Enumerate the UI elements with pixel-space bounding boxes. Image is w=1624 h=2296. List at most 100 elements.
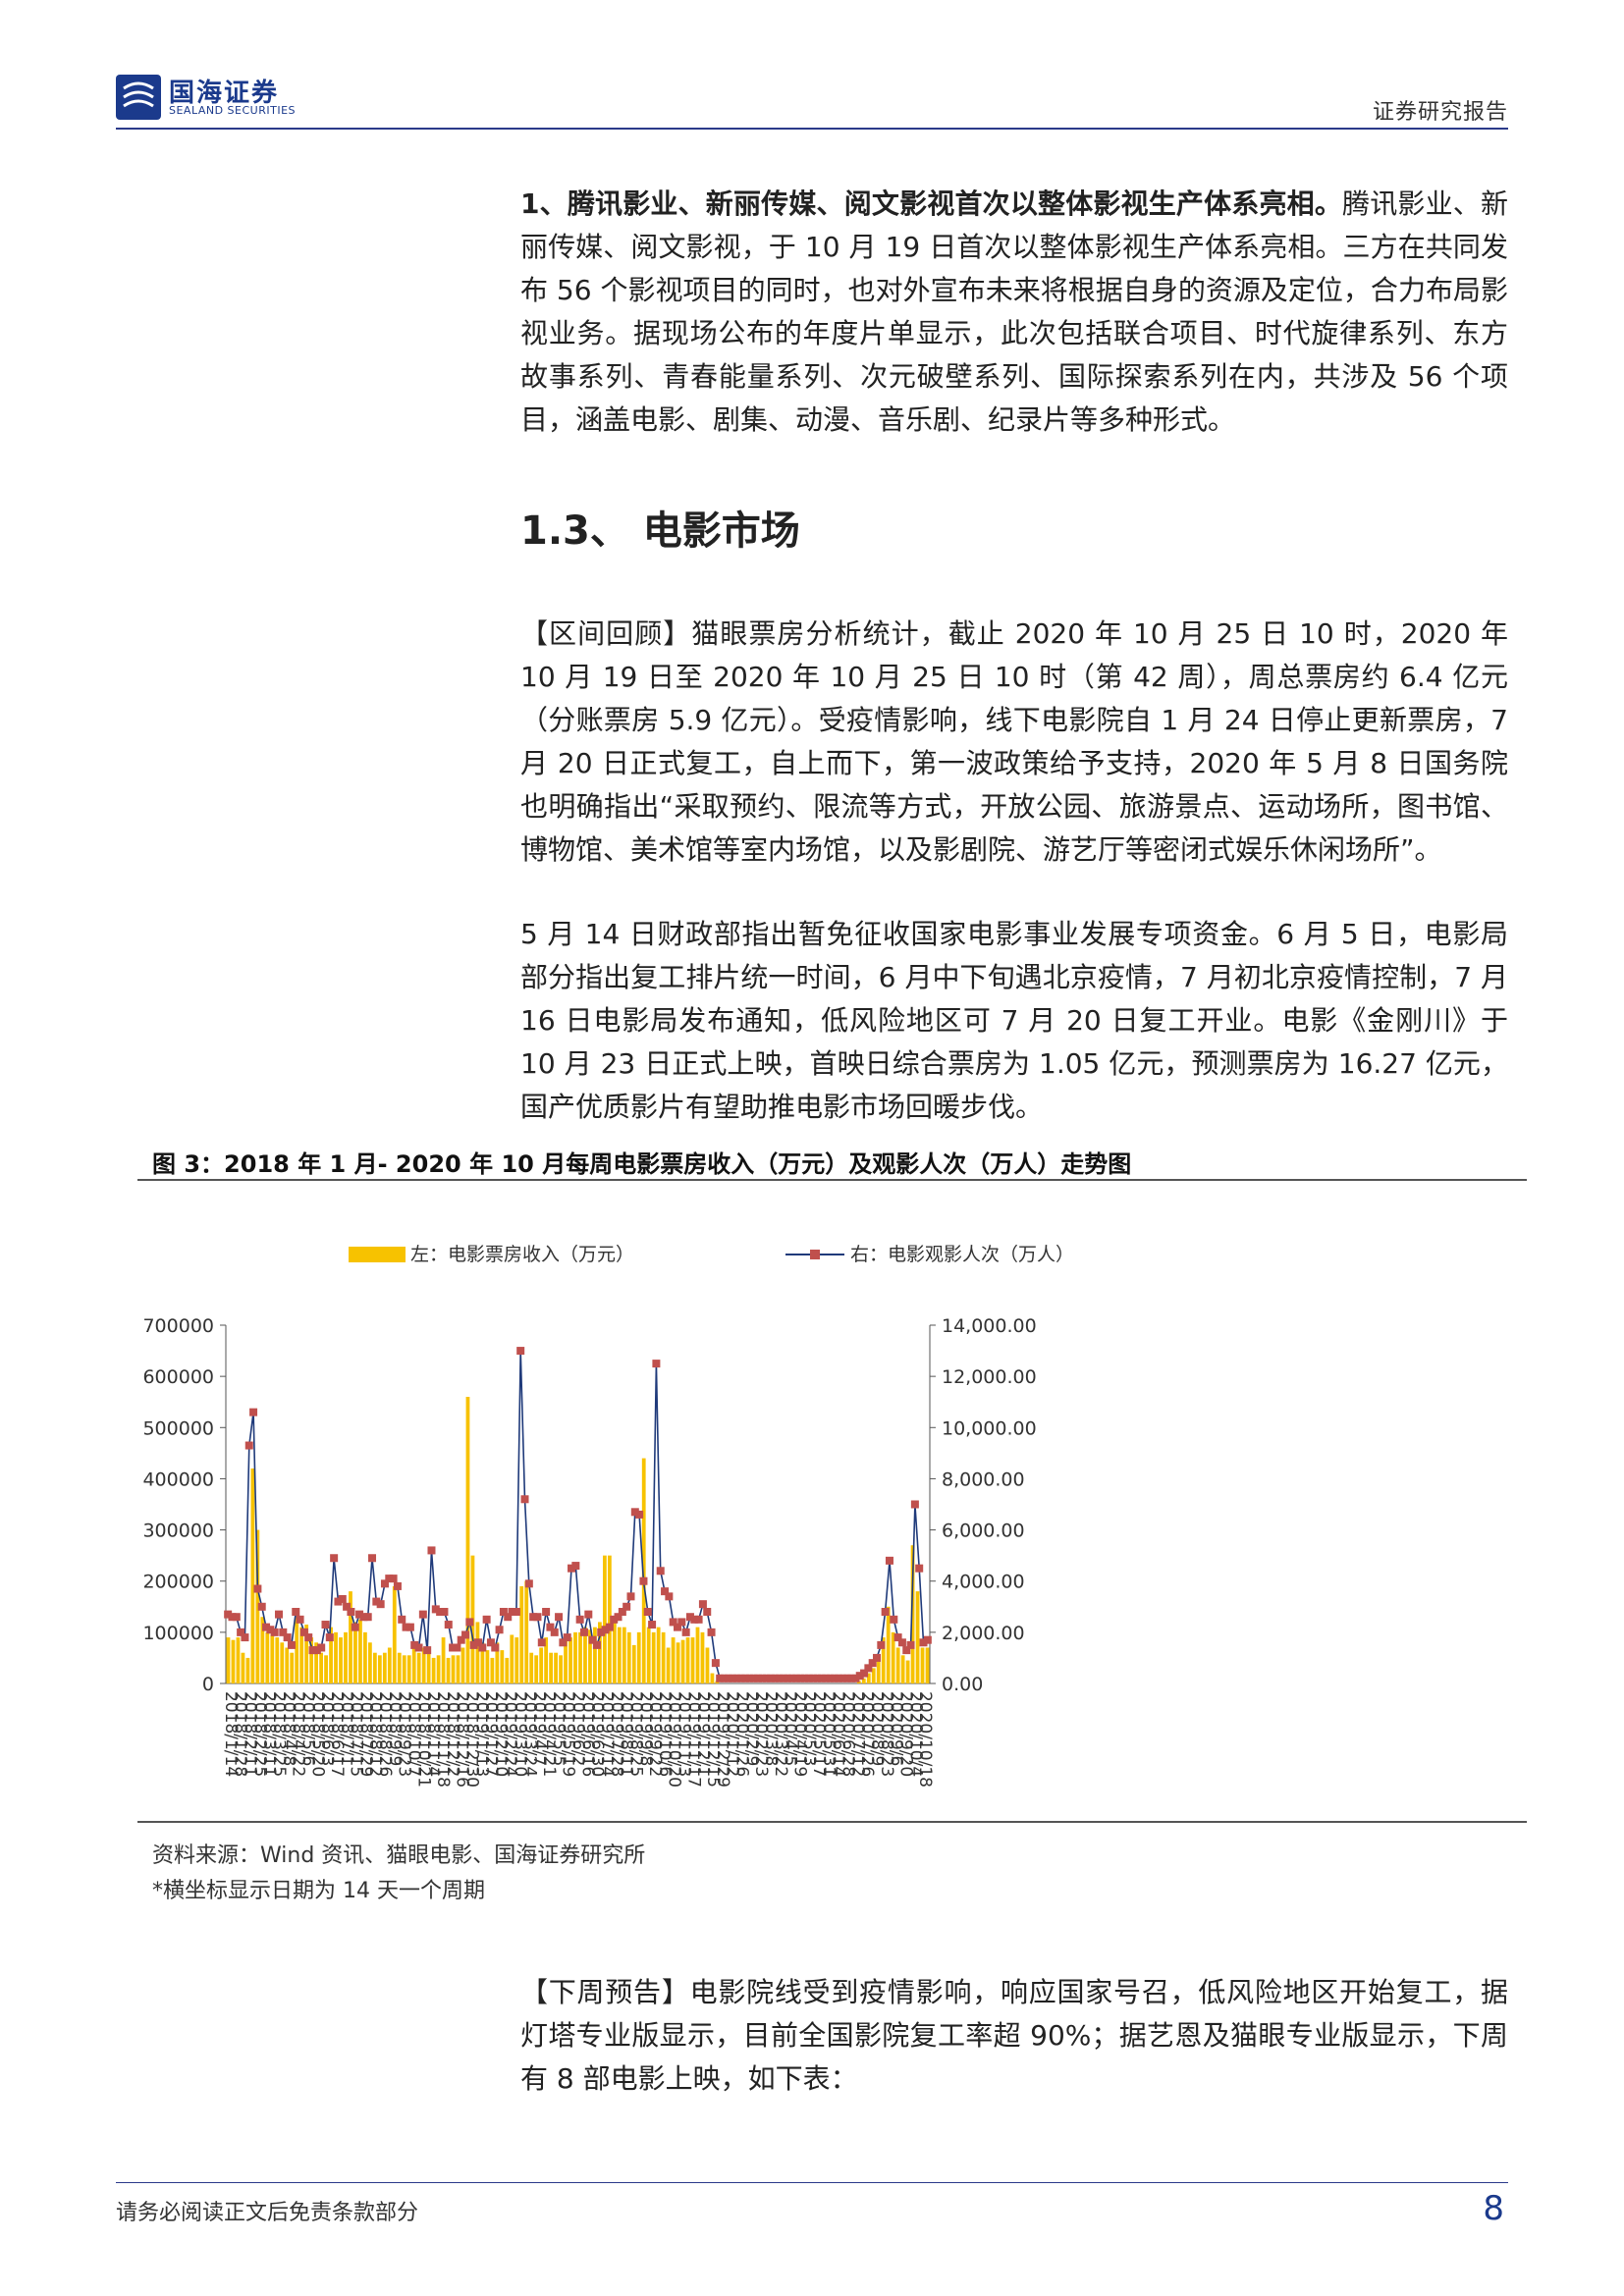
attendance-marker [771,1674,780,1682]
attendance-marker [343,1602,352,1611]
x-tick-label: 2018/3/25 [269,1691,289,1777]
box-office-bar [299,1627,304,1683]
box-office-bar [265,1631,270,1683]
attendance-marker [461,1630,470,1639]
box-office-bar [607,1555,612,1683]
attendance-marker [601,1626,610,1634]
attendance-marker [685,1613,694,1622]
attendance-marker [449,1643,458,1652]
box-office-bar [505,1657,510,1683]
y-right-tick-label: 6,000.00 [942,1521,1025,1542]
box-office-bar [905,1660,910,1683]
box-office-bar [344,1631,348,1683]
y-right-tick-label: 14,000.00 [942,1315,1037,1337]
attendance-marker [499,1608,508,1616]
box-office-bar [559,1655,563,1683]
attendance-marker [623,1602,631,1611]
attendance-marker [885,1556,893,1565]
box-office-bar [490,1657,495,1683]
x-tick-label: 2019/8/11 [617,1691,636,1777]
attendance-marker [338,1594,347,1603]
attendance-marker [822,1674,831,1682]
box-office-bar [426,1647,431,1683]
attendance-marker [253,1584,262,1593]
box-office-bar [460,1647,465,1683]
box-office-bar [329,1627,333,1683]
x-tick-label: 2019/7/28 [607,1691,626,1777]
box-office-bar [226,1637,231,1683]
box-office-bar [710,1673,715,1683]
box-office-bar [372,1652,377,1683]
box-office-bar [519,1585,524,1683]
attendance-marker [592,1640,601,1649]
attendance-marker [665,1592,674,1601]
box-office-bar [270,1634,275,1683]
legend-label-box-office: 左：电影票房收入（万元） [410,1244,634,1265]
figure-top-rule [137,1179,1527,1181]
attendance-marker [716,1674,725,1682]
box-office-bar [495,1642,500,1683]
x-tick-label: 2019/4/7 [529,1691,549,1766]
attendance-marker [906,1640,915,1649]
attendance-marker [724,1674,732,1682]
attendance-marker [228,1613,237,1622]
attendance-marker [681,1628,690,1636]
box-office-bar [421,1647,426,1683]
box-office-bar [646,1627,651,1683]
attendance-marker [775,1674,784,1682]
attendance-marker [376,1600,385,1609]
box-office-bar [925,1647,930,1683]
y-right-tick-label: 2,000.00 [942,1623,1025,1644]
attendance-marker [677,1618,686,1627]
x-tick-label: 2019/9/22 [645,1691,665,1777]
attendance-marker [674,1623,682,1631]
box-office-bar [402,1655,406,1683]
attendance-marker [440,1608,449,1616]
box-office-bar [568,1637,572,1683]
attendance-marker [244,1441,253,1450]
paragraph-policy: 5 月 14 日财政部指出暂免征收国家电影事业发展专项资金。6 月 5 日，电影… [520,913,1508,1129]
box-office-bar [895,1647,900,1683]
attendance-marker [758,1674,767,1682]
box-office-bar [387,1647,392,1683]
paragraph-lead: 1、腾讯影业、新丽传媒、阅文影视首次以整体影视生产体系亮相。 [520,187,1343,220]
box-office-bar [593,1627,597,1683]
box-office-bar [695,1627,700,1683]
attendance-marker [380,1579,389,1588]
attendance-marker [571,1562,580,1571]
figure-note: *横坐标显示日期为 14 天一个周期 [152,1879,485,1903]
paragraph-text: 腾讯影业、新丽传媒、阅文影视，于 10 月 19 日首次以整体影视生产体系亮相。… [520,187,1508,436]
box-office-bar [431,1657,436,1683]
box-office-bar [554,1652,558,1683]
attendance-marker [508,1608,516,1616]
attendance-marker [568,1564,576,1573]
attendance-marker [279,1628,288,1636]
box-office-bar [549,1652,554,1683]
attendance-marker [529,1613,538,1622]
attendance-marker [385,1575,394,1583]
box-office-bar [578,1631,582,1683]
attendance-marker [575,1615,584,1624]
attendance-marker [804,1674,813,1682]
attendance-marker [299,1628,308,1636]
attendance-marker [473,1638,482,1647]
attendance-marker [504,1613,513,1622]
box-office-bar [255,1529,260,1683]
box-office-bar [680,1639,685,1683]
box-office-bar [377,1655,382,1683]
attendance-marker [614,1613,623,1622]
footer-divider [116,2182,1508,2183]
box-office-bar [588,1629,592,1683]
box-office-bar [231,1639,236,1683]
x-tick-label: 2019/3/10 [511,1691,530,1777]
y-right-tick-label: 0.00 [942,1674,983,1695]
box-office-bar [651,1631,656,1683]
report-type-label: 证券研究报告 [1372,100,1508,125]
x-tick-label: 2019/12/1 [693,1691,713,1777]
attendance-marker [842,1674,851,1682]
attendance-marker [610,1615,619,1624]
x-tick-label: 2019/6/16 [577,1691,597,1777]
box-office-bar [441,1637,446,1683]
x-tick-label: 2019/6/2 [568,1691,588,1766]
attendance-marker [923,1635,932,1644]
